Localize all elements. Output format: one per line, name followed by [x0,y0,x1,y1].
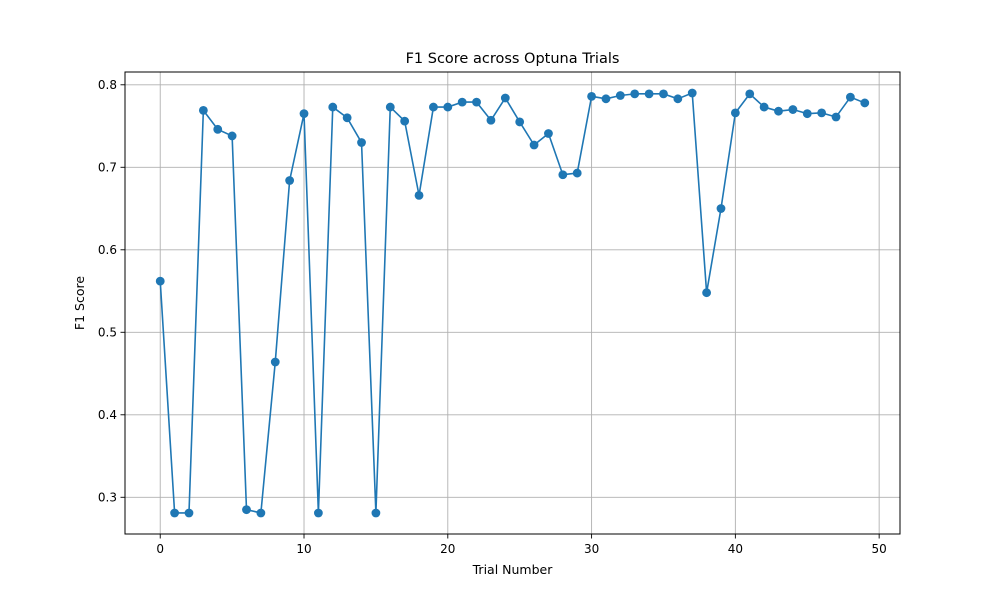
y-tick-label: 0.6 [98,243,117,257]
data-point [299,109,309,119]
data-point [774,106,783,116]
x-axis: 0 10 20 30 40 50 [156,534,887,556]
data-point [429,102,438,112]
x-tick-label: 30 [584,542,599,556]
data-point [587,91,596,101]
data-point [644,89,654,99]
y-tick-label: 0.4 [98,408,117,422]
x-tick-label: 10 [296,542,311,556]
series-line [155,88,870,518]
x-tick-label: 20 [440,542,455,556]
x-tick-label: 0 [156,542,164,556]
data-point [342,113,352,123]
data-point [227,131,237,141]
data-point [558,170,568,180]
x-tick-label: 40 [728,542,743,556]
data-point [486,115,496,125]
data-point [328,102,338,112]
y-axis-label: F1 Score [72,276,87,330]
data-point [702,288,712,298]
y-axis: 0.3 0.4 0.5 0.6 0.7 0.8 [98,78,125,505]
data-point [414,190,424,200]
data-point [673,94,683,104]
data-point [831,112,841,122]
y-tick-label: 0.7 [98,161,117,175]
data-point [630,89,640,99]
data-point [457,97,467,107]
data-point [198,105,208,115]
data-point [788,105,798,114]
data-point [544,129,553,138]
data-point [817,108,827,118]
data-point [572,168,582,178]
data-point [184,508,194,518]
data-point [716,204,726,213]
data-point [256,508,266,518]
data-point [270,357,280,367]
y-tick-label: 0.8 [98,78,117,92]
y-tick-label: 0.5 [98,326,117,340]
data-point [659,89,668,99]
x-tick-label: 50 [872,542,887,556]
data-point [371,508,381,518]
y-tick-label: 0.3 [98,491,117,505]
data-point [687,88,697,98]
data-point [802,109,812,119]
grid [125,72,900,534]
data-point [730,108,740,118]
data-point [601,94,611,104]
x-axis-label: Trial Number [472,562,554,577]
data-point [845,92,855,102]
data-point [860,98,870,108]
data-point [155,276,165,286]
plot-frame [124,71,901,535]
data-point [529,140,539,150]
data-point [285,176,295,185]
data-point [400,116,410,126]
data-point [313,508,323,518]
data-point [385,102,395,112]
data-point [759,102,769,112]
series-path [159,92,866,514]
data-point [170,508,180,518]
data-point [357,138,366,147]
data-point [515,117,525,127]
data-point [242,505,251,515]
data-point [500,93,510,103]
data-point [213,124,223,134]
data-point [443,102,453,112]
data-point [745,89,755,99]
data-point [615,91,625,100]
chart-title: F1 Score across Optuna Trials [406,51,620,67]
data-point [472,97,481,107]
